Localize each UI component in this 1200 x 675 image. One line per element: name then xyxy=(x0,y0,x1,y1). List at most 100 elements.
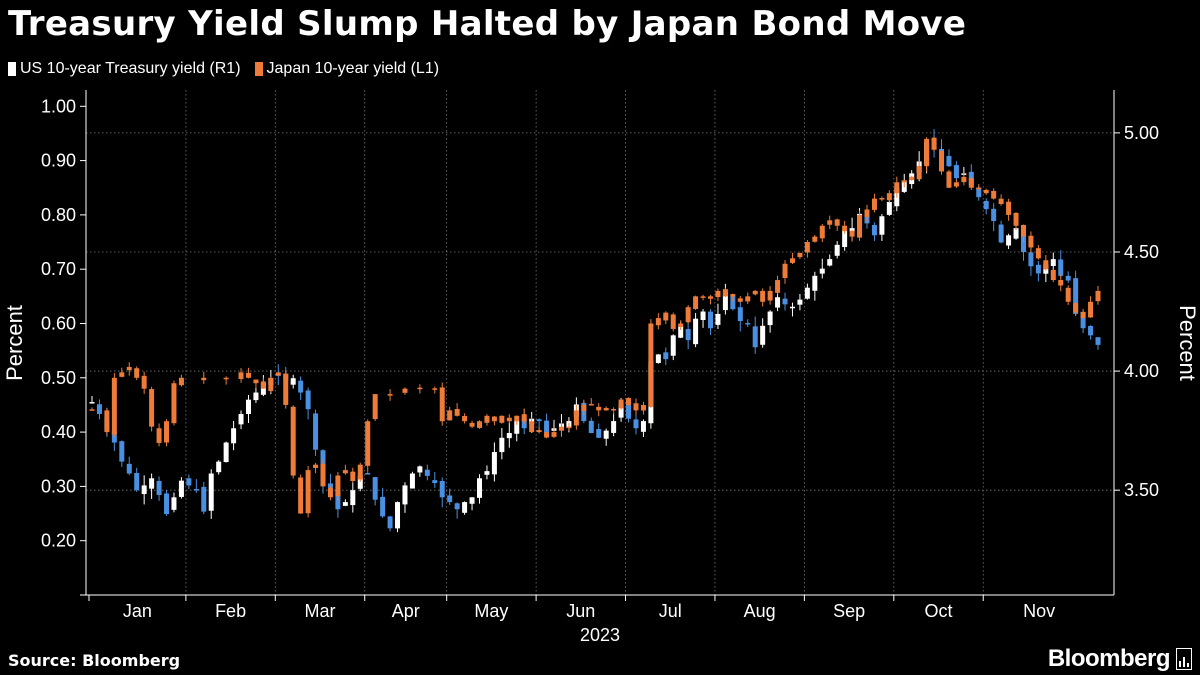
left-tick-label: 0.40 xyxy=(41,422,76,442)
brand: Bloomberg xyxy=(1048,645,1192,673)
candle-body xyxy=(730,294,736,297)
candle-body xyxy=(402,388,408,393)
candle-body xyxy=(857,214,863,238)
candle-body xyxy=(89,402,95,404)
candle-body xyxy=(760,290,766,302)
candle-body xyxy=(693,296,699,310)
candle-body xyxy=(976,187,982,190)
x-tick-label: May xyxy=(474,601,508,621)
candle-body xyxy=(886,201,892,215)
left-tick-label: 0.80 xyxy=(41,205,76,225)
chart-title: Treasury Yield Slump Halted by Japan Bon… xyxy=(8,4,967,44)
candle-body xyxy=(298,380,304,393)
candle-body xyxy=(208,473,214,511)
candle-body xyxy=(819,225,825,239)
candle-body xyxy=(782,298,788,305)
candle-body xyxy=(827,220,833,225)
candle-body xyxy=(864,209,870,217)
candle-body xyxy=(164,421,170,443)
candle-body xyxy=(886,193,892,201)
candle-body xyxy=(745,322,751,325)
candle-body xyxy=(350,490,356,506)
candle-body xyxy=(275,372,281,376)
candle-body xyxy=(1043,260,1049,270)
candle-body xyxy=(439,480,445,498)
candle-body xyxy=(998,224,1004,243)
candle-body xyxy=(141,375,147,389)
x-tick-label: Aug xyxy=(744,601,776,621)
x-tick-label: Apr xyxy=(392,601,420,621)
candle-body xyxy=(476,478,482,498)
candle-body xyxy=(260,382,266,395)
candle-body xyxy=(1080,311,1086,319)
candle-body xyxy=(648,323,654,407)
candle-body xyxy=(499,437,505,453)
candle-body xyxy=(171,383,177,424)
candle-body xyxy=(1020,224,1026,237)
candle-body xyxy=(640,404,646,411)
candle-body xyxy=(819,268,825,274)
candle-body xyxy=(1095,290,1101,302)
candle-body xyxy=(566,426,572,429)
candle-body xyxy=(611,409,617,411)
candle-body xyxy=(253,379,259,384)
candle-body xyxy=(260,381,266,389)
gridlines xyxy=(86,90,1114,595)
candle-body xyxy=(700,296,706,298)
candle-body xyxy=(708,311,714,329)
candle-body xyxy=(983,190,989,194)
right-tick-label: 5.00 xyxy=(1124,123,1159,143)
candle-body xyxy=(305,390,311,410)
candle-body xyxy=(447,495,453,503)
candle-body xyxy=(290,378,296,385)
candle-body xyxy=(313,464,319,468)
candle-body xyxy=(737,307,743,322)
candle-body xyxy=(640,421,646,432)
candle-body xyxy=(1028,252,1034,267)
candle-body xyxy=(760,325,766,345)
candle-body xyxy=(1073,278,1079,314)
candle-body xyxy=(1073,302,1079,313)
candle-body xyxy=(804,287,810,299)
candle-body xyxy=(700,311,706,321)
candle-body xyxy=(797,252,803,258)
candle-body xyxy=(916,166,922,180)
candle-body xyxy=(663,352,669,360)
candle-body xyxy=(1050,269,1056,281)
candle-body xyxy=(156,480,162,495)
legend-swatch-japan xyxy=(254,62,263,76)
candle-body xyxy=(454,409,460,416)
candle-body xyxy=(357,464,363,480)
candle-body xyxy=(313,413,319,450)
candle-body xyxy=(1050,259,1056,266)
left-axis-label: Percent xyxy=(2,305,27,381)
candle-body xyxy=(1006,235,1012,246)
candle-body xyxy=(775,280,781,293)
candle-body xyxy=(491,416,497,422)
candle-body xyxy=(834,219,840,226)
candle-body xyxy=(245,372,251,378)
candle-body xyxy=(946,171,952,188)
candle-body xyxy=(901,180,907,183)
right-tick-label: 3.50 xyxy=(1124,480,1159,500)
candle-body xyxy=(335,475,341,497)
candle-body xyxy=(149,389,155,427)
candle-body xyxy=(737,298,743,302)
candle-body xyxy=(544,432,550,438)
candle-body xyxy=(708,296,714,299)
candle-body xyxy=(231,428,237,444)
candle-body xyxy=(588,403,594,406)
candle-body xyxy=(939,150,945,172)
bloomberg-chart-icon xyxy=(1176,648,1192,670)
candle-body xyxy=(402,485,408,505)
candle-body xyxy=(976,187,982,198)
candle-body xyxy=(1013,212,1019,226)
candle-body xyxy=(946,155,952,167)
candle-body xyxy=(164,493,170,515)
candle-body xyxy=(715,290,721,298)
candle-body xyxy=(611,421,617,433)
candle-body xyxy=(1058,259,1064,276)
candle-body xyxy=(350,471,356,481)
tick-labels: Jan Feb Mar Apr May Jun Jul Aug Sep Oct Nov 1.00 0.9… xyxy=(41,96,1159,621)
